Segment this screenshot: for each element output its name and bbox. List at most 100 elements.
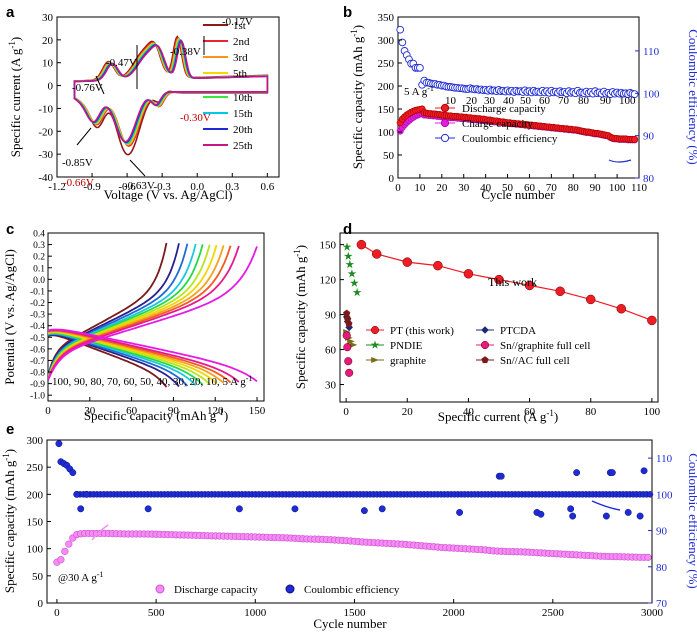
ce-outlier-e [77,505,85,513]
x-tick-label-b: 10 [414,182,426,194]
ce-point-b [398,38,407,47]
y-tick-label-c: 0.4 [33,230,45,240]
y2-tick-label-b: 110 [643,46,660,58]
axes-b: 0 10 20 30 40 50 60 70 80 90 100 110 0 50 100 150 200 250… [378,12,661,194]
ce-outlier-e [602,512,610,520]
rate-label-b: 100 [619,95,636,107]
ce-outlier-e [378,505,386,513]
legend-label-d: graphite [390,355,426,367]
y-tick-label-c: -0.1 [30,287,45,297]
x-tick-label-b: 80 [568,182,580,194]
discharge-curve-10 [48,329,240,383]
x-tick-label-d: 100 [644,406,661,418]
x-tick-label-e: 3000 [641,607,664,619]
peak-label-2: -0.47V [106,57,137,69]
x-tick-label-d: 80 [585,406,597,418]
annotation-this-work: This work [488,275,537,289]
rate-label-b: 80 [578,95,590,107]
legend-label-d: PT (this work) [390,325,454,337]
legend-marker-d [370,325,380,335]
x-tick-label-c: 0 [45,405,51,417]
charge-curve-80 [48,243,189,378]
panel-d-comparison: d 0 20 40 60 80 100 30 60 90 120 150 PT (this work… [292,221,661,424]
point-PT (this work) [524,280,535,291]
point-Sn//graphite full cell [344,357,353,366]
discharge-curve-5 [48,328,258,383]
y-tick-label-c: 0.0 [33,276,45,286]
y-tick-label-b: 350 [378,12,395,24]
ce-outlier-e [497,472,505,480]
rate-label-sup-b: -1 [427,84,434,93]
legend-b: Discharge capacity Charge capacity Coulomb… [405,103,632,163]
rate-label-b: 20 [466,95,478,107]
annotation-arrow [76,127,92,146]
legend-label-10th: 10th [233,92,253,104]
y-tick-label-a: 10 [42,58,54,70]
y-tick-label-a: 30 [42,12,54,24]
charge-curve-20 [48,245,232,380]
peak-label-4: -0.85V [62,157,93,169]
point-Sn//AC full cell [343,309,351,317]
ce-outlier-e [569,512,577,520]
arrow-capacity-e [91,524,109,541]
y-tick-label-d: 60 [325,345,337,357]
legend-marker-d [481,356,489,364]
y-tick-label-a: -30 [38,149,53,161]
x-tick-label-c: 30 [84,405,96,417]
panel-b-rate-capability: b 0 10 20 30 40 50 60 70 80 90 100 110 0 50 100 150 200 2… [343,4,697,202]
legend-marker-d [371,356,379,364]
capacity-point-e [61,547,69,555]
ce-outlier-e [567,505,575,513]
point-PT (this work) [616,304,627,314]
legend-e: Discharge capacity Coulombic efficiency [91,500,621,596]
x-axis-label-a: Voltage (V vs. Ag/AgCl) [104,187,233,202]
x-tick-label-c: 150 [249,405,266,417]
x-tick-label-c: 120 [207,405,224,417]
y-tick-label-c: -0.7 [30,357,45,367]
gcd-curve-group [48,242,258,388]
rate-label-b: 60 [539,95,551,107]
y-tick-label-e: 150 [27,517,44,529]
y2-tick-label-e: 70 [656,598,668,610]
comparison-markers-d [342,239,657,377]
legend-label-b: Discharge capacity [462,103,546,115]
peak-label-7: -0.30V [180,112,211,124]
y-tick-label-b: 0 [389,173,395,185]
y-tick-label-b: 100 [378,127,395,139]
legend-label-2nd: 2nd [233,36,250,48]
y-tick-label-c: -0.2 [30,299,45,309]
ce-point-b [416,63,424,72]
y-tick-label-c: -0.3 [30,311,45,321]
y2-tick-label-e: 110 [656,453,673,465]
x-tick-label-e: 500 [148,607,165,619]
annotation-arrow [95,75,105,95]
point-PT (this work) [356,239,367,250]
x-tick-label-b: 60 [524,182,536,194]
legend-label-d: PTCDA [500,325,536,337]
ce-outlier-e [55,440,63,448]
axes-e: 0 500 1000 1500 2000 2500 3000 0 50 100 150 200 250 3… [27,435,674,619]
y-tick-label-e: 250 [27,462,44,474]
rate-label-b: 30 [484,95,496,107]
point-PT (this work) [585,294,596,305]
x-tick-label-b: 70 [546,182,558,194]
x-tick-label-c: 90 [168,405,180,417]
legend-label-b: Coulombic efficiency [462,133,558,145]
axes-a: -1.2 -0.9 -0.6 -0.3 0.0 0.3 0.6 -40 -30 -20 -10 0 10… [38,12,274,193]
axes-d: 0 20 40 60 80 100 30 60 90 120 150 [320,240,661,418]
legend-label-e: Discharge capacity [174,584,258,596]
charge-curve-5 [48,246,258,381]
ce-outlier-e [624,508,632,516]
rate-label-b: 40 [503,95,515,107]
legend-d: PT (this work) PNDIE graphite PTCDA Sn//grap… [366,325,590,367]
legend-marker-ce-e [285,584,295,594]
cv-curve-group [73,35,269,156]
legend-marker-d [480,340,490,350]
rate-label-b: 10 [445,95,457,107]
rate-label-b: 70 [558,95,570,107]
y-tick-label-c: -0.6 [30,345,45,355]
y-tick-label-c: -1.0 [30,392,45,402]
y-tick-label-d: 120 [320,275,337,287]
panel-e-long-cycling: e 0 500 1000 1500 2000 2500 3000 0 50 100 150 200 25… [1,421,697,631]
y-tick-label-c: 0.3 [33,241,45,251]
